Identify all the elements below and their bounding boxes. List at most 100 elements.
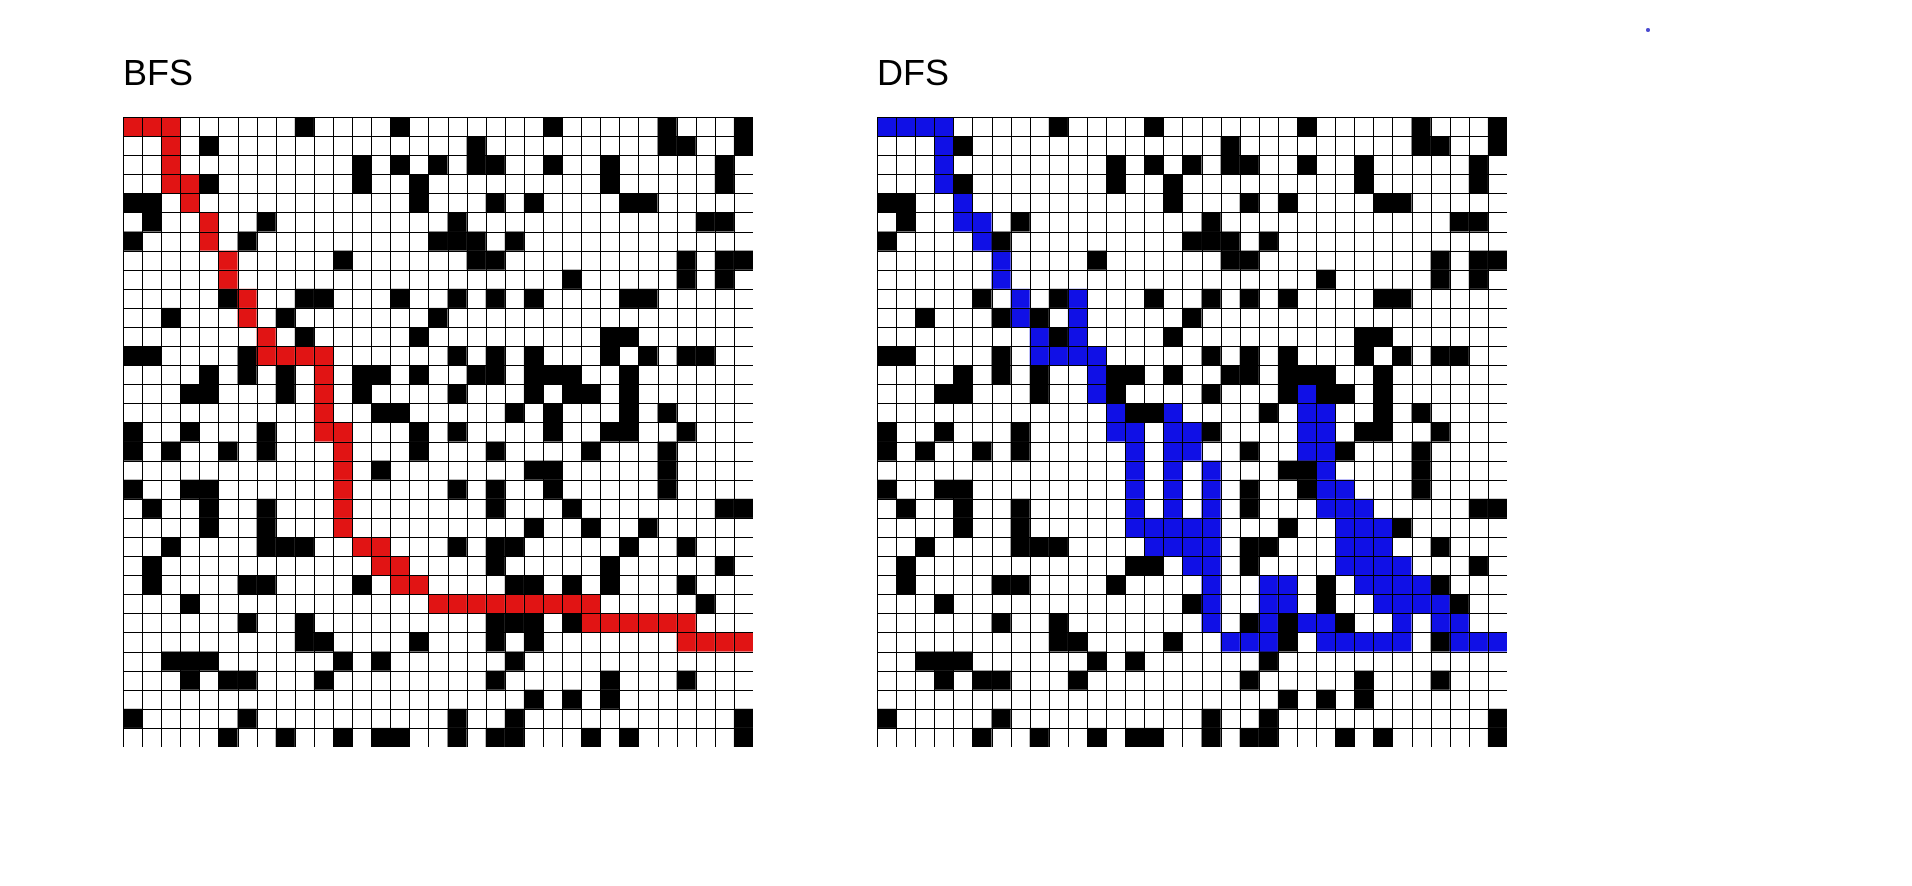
dfs-grid <box>877 117 1507 747</box>
wall-cell <box>1087 250 1107 270</box>
wall-cell <box>333 250 353 270</box>
path-cell <box>1201 575 1221 595</box>
path-cell <box>1106 422 1126 442</box>
wall-cell <box>1430 422 1450 442</box>
wall-cell <box>1258 231 1278 251</box>
wall-cell <box>619 365 639 385</box>
wall-cell <box>142 193 162 213</box>
wall-cell <box>1029 384 1049 404</box>
wall-cell <box>485 537 505 557</box>
wall-cell <box>657 136 677 156</box>
wall-cell <box>237 365 257 385</box>
wall-cell <box>619 727 639 747</box>
path-cell <box>714 632 734 652</box>
path-cell <box>161 117 181 137</box>
wall-cell <box>142 212 162 232</box>
wall-cell <box>638 288 658 308</box>
wall-cell <box>161 537 181 557</box>
wall-cell <box>915 307 935 327</box>
wall-cell <box>1048 537 1068 557</box>
wall-cell <box>294 327 314 347</box>
wall-cell <box>953 517 973 537</box>
wall-cell <box>877 708 897 728</box>
wall-cell <box>1449 346 1469 366</box>
path-cell <box>371 556 391 576</box>
wall-cell <box>447 708 467 728</box>
wall-cell <box>256 212 276 232</box>
wall-cell <box>1258 403 1278 423</box>
wall-cell <box>1468 556 1488 576</box>
wall-cell <box>1316 384 1336 404</box>
path-cell <box>676 613 696 633</box>
path-cell <box>1373 575 1393 595</box>
wall-cell <box>1277 384 1297 404</box>
wall-cell <box>676 537 696 557</box>
wall-cell <box>638 517 658 537</box>
wall-cell <box>218 670 238 690</box>
wall-cell <box>294 117 314 137</box>
wall-cell <box>1487 727 1507 747</box>
wall-cell <box>1125 556 1145 576</box>
path-cell <box>1449 613 1469 633</box>
path-cell <box>1392 594 1412 614</box>
wall-cell <box>256 575 276 595</box>
path-cell <box>1316 479 1336 499</box>
path-cell <box>1354 517 1374 537</box>
path-cell <box>333 441 353 461</box>
path-cell <box>1125 460 1145 480</box>
wall-cell <box>1010 441 1030 461</box>
wall-cell <box>896 212 916 232</box>
wall-cell <box>1220 231 1240 251</box>
wall-cell <box>409 422 429 442</box>
wall-cell <box>657 441 677 461</box>
grid-lines <box>877 117 1507 747</box>
wall-cell <box>485 250 505 270</box>
wall-cell <box>1163 327 1183 347</box>
wall-cell <box>1277 517 1297 537</box>
wall-cell <box>485 365 505 385</box>
path-cell <box>1010 307 1030 327</box>
wall-cell <box>581 517 601 537</box>
wall-cell <box>485 670 505 690</box>
wall-cell <box>1373 327 1393 347</box>
path-cell <box>1392 575 1412 595</box>
wall-cell <box>972 727 992 747</box>
path-cell <box>1163 479 1183 499</box>
path-cell <box>1163 422 1183 442</box>
wall-cell <box>485 479 505 499</box>
path-cell <box>972 212 992 232</box>
path-cell <box>1087 346 1107 366</box>
wall-cell <box>600 422 620 442</box>
path-cell <box>877 117 897 137</box>
wall-cell <box>447 479 467 499</box>
wall-cell <box>1373 403 1393 423</box>
wall-cell <box>485 632 505 652</box>
path-cell <box>1297 422 1317 442</box>
wall-cell <box>1201 288 1221 308</box>
wall-cell <box>294 613 314 633</box>
wall-cell <box>1487 117 1507 137</box>
wall-cell <box>1106 365 1126 385</box>
path-cell <box>934 155 954 175</box>
wall-cell <box>1277 460 1297 480</box>
wall-cell <box>1354 670 1374 690</box>
wall-cell <box>733 498 753 518</box>
wall-cell <box>1430 269 1450 289</box>
path-cell <box>1067 327 1087 347</box>
path-cell <box>218 269 238 289</box>
path-cell <box>1163 537 1183 557</box>
wall-cell <box>581 384 601 404</box>
wall-cell <box>676 136 696 156</box>
path-cell <box>161 174 181 194</box>
wall-cell <box>1144 288 1164 308</box>
wall-cell <box>1182 307 1202 327</box>
path-cell <box>1258 575 1278 595</box>
path-cell <box>1392 613 1412 633</box>
wall-cell <box>1354 689 1374 709</box>
path-cell <box>199 212 219 232</box>
path-cell <box>1258 632 1278 652</box>
wall-cell <box>991 346 1011 366</box>
path-cell <box>1029 346 1049 366</box>
wall-cell <box>1430 632 1450 652</box>
path-cell <box>1163 498 1183 518</box>
